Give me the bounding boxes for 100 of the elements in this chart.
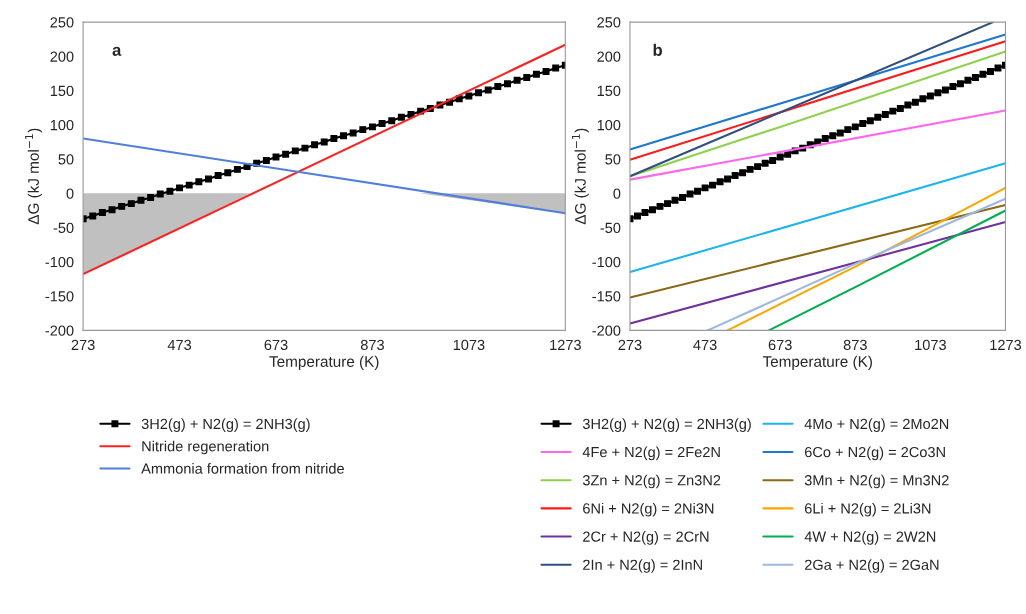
y-tick-label: 100 bbox=[597, 119, 621, 131]
point bbox=[754, 163, 762, 171]
point bbox=[994, 64, 1002, 72]
point bbox=[949, 83, 957, 90]
point bbox=[89, 212, 97, 220]
point bbox=[185, 181, 193, 189]
x-tick-label: 1273 bbox=[990, 339, 1022, 351]
legend-label: 3H2(g) + N2(g) = 2NH3(g) bbox=[141, 418, 310, 432]
point bbox=[859, 120, 867, 127]
x-axis-title: Temperature (K) bbox=[269, 355, 379, 370]
point bbox=[671, 196, 679, 204]
point bbox=[340, 132, 347, 140]
legend-label: 3Mn + N2(g) = Mn3N2 bbox=[804, 474, 949, 489]
point bbox=[397, 113, 405, 121]
point bbox=[156, 190, 164, 198]
point bbox=[532, 70, 540, 78]
point bbox=[724, 175, 732, 183]
point bbox=[709, 181, 717, 189]
x-tick-label: 473 bbox=[693, 339, 717, 351]
legend-label: 4W + N2(g) = 2W2N bbox=[804, 531, 936, 545]
x-tick-label: 273 bbox=[71, 339, 95, 351]
y-axis-title: ΔG (kJ mol$^{−1}$) bbox=[572, 128, 589, 225]
point bbox=[956, 80, 964, 88]
point bbox=[368, 123, 376, 131]
point bbox=[836, 129, 844, 137]
y-tick-label: 0 bbox=[66, 188, 74, 199]
legend-label: 3Zn + N2(g) = Zn3N2 bbox=[582, 474, 721, 489]
legend-label: Ammonia formation from nitride bbox=[141, 463, 344, 474]
y-tick-label: -150 bbox=[45, 291, 74, 302]
point bbox=[664, 200, 671, 208]
point bbox=[166, 187, 174, 195]
point bbox=[282, 150, 290, 158]
point bbox=[874, 113, 882, 121]
point bbox=[784, 150, 792, 158]
y-tick-label: -150 bbox=[592, 291, 621, 302]
point bbox=[881, 111, 889, 119]
point bbox=[311, 141, 319, 149]
point bbox=[964, 76, 972, 84]
point bbox=[829, 132, 837, 140]
y-tick-label: -200 bbox=[592, 325, 621, 336]
point bbox=[731, 172, 739, 180]
point bbox=[941, 86, 949, 94]
point bbox=[224, 169, 232, 177]
point bbox=[679, 193, 687, 201]
y-tick-label: 200 bbox=[50, 51, 74, 62]
y-tick-label: 200 bbox=[597, 51, 621, 62]
point bbox=[378, 120, 386, 127]
point bbox=[904, 101, 912, 109]
point bbox=[986, 67, 994, 75]
annotation: a bbox=[112, 46, 122, 56]
point bbox=[137, 196, 145, 204]
legend-label: 6Co + N2(g) = 2Co3N bbox=[804, 446, 945, 461]
point bbox=[176, 184, 184, 192]
point bbox=[205, 175, 212, 183]
point bbox=[769, 156, 777, 164]
x-tick-label: 873 bbox=[360, 339, 384, 351]
x-tick-label: 673 bbox=[264, 339, 288, 351]
x-tick-label: 473 bbox=[167, 339, 192, 351]
point bbox=[739, 169, 747, 177]
point bbox=[147, 193, 155, 201]
point bbox=[195, 178, 203, 186]
legend-label: 2Cr + N2(g) = 2CrN bbox=[583, 531, 709, 545]
point bbox=[359, 126, 367, 134]
point bbox=[301, 144, 309, 152]
x-tick-label: 1073 bbox=[915, 339, 946, 351]
point bbox=[542, 67, 550, 75]
point bbox=[761, 159, 769, 167]
point bbox=[641, 209, 649, 216]
point bbox=[896, 104, 904, 112]
y-tick-label: -100 bbox=[592, 256, 621, 268]
y-tick-label: 250 bbox=[597, 17, 621, 28]
point bbox=[494, 83, 502, 90]
point bbox=[552, 64, 560, 72]
y-tick-label: 250 bbox=[50, 17, 74, 28]
point bbox=[523, 74, 531, 82]
point bbox=[911, 98, 919, 106]
annotation: b bbox=[653, 43, 662, 56]
point bbox=[776, 153, 784, 161]
point bbox=[262, 156, 270, 164]
y-axis-title: ΔG (kJ mol$^{−1}$) bbox=[25, 128, 42, 225]
point bbox=[503, 80, 511, 88]
y-tick-label: 100 bbox=[50, 119, 74, 131]
point bbox=[821, 135, 829, 143]
point bbox=[214, 172, 222, 180]
point bbox=[694, 187, 702, 195]
y-tick-label: -50 bbox=[600, 222, 621, 234]
point bbox=[634, 212, 641, 220]
point bbox=[919, 95, 927, 103]
point bbox=[889, 107, 897, 115]
point bbox=[746, 165, 754, 173]
point bbox=[320, 138, 328, 146]
point bbox=[98, 209, 106, 216]
y-tick-label: -100 bbox=[45, 256, 74, 268]
point bbox=[513, 76, 521, 84]
legend-label: 2Ga + N2(g) = 2GaN bbox=[804, 559, 939, 573]
legend-label: 4Fe + N2(g) = 2Fe2N bbox=[582, 446, 720, 461]
point bbox=[349, 129, 357, 137]
x-tick-label: 873 bbox=[843, 339, 867, 351]
y-tick-label: 50 bbox=[605, 154, 621, 165]
point bbox=[656, 202, 664, 210]
